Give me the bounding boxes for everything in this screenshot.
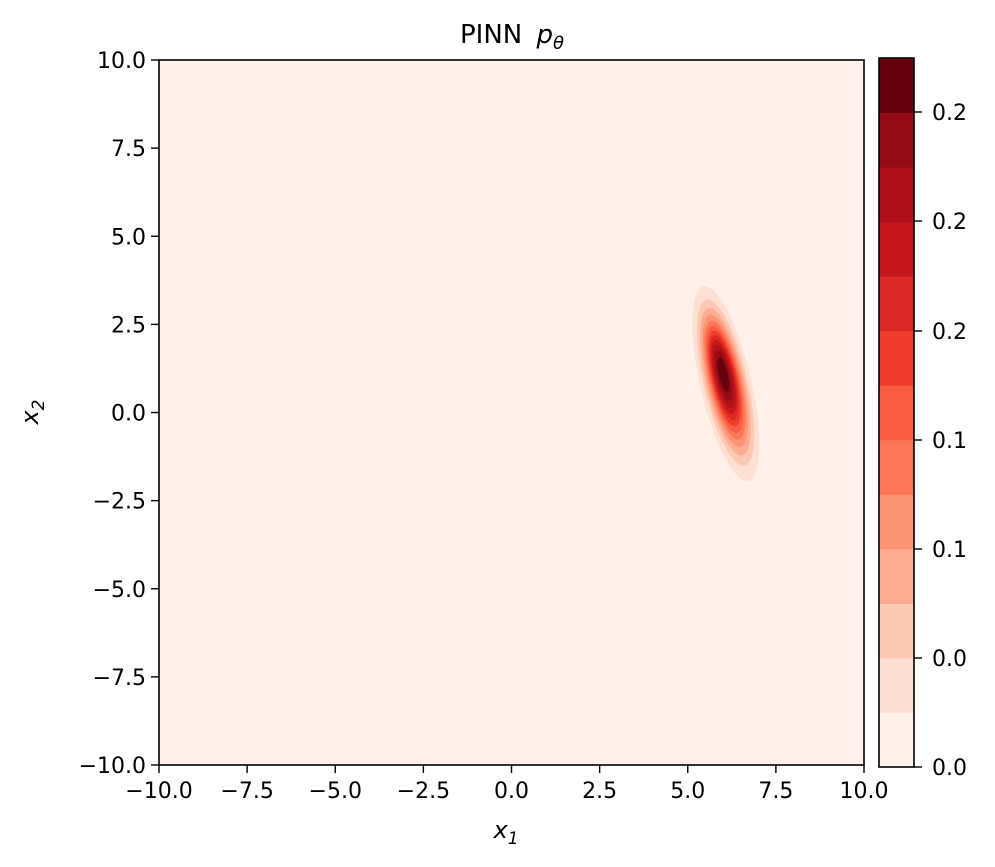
colorbar-tick-label: 0.2 (932, 320, 967, 345)
colorbar-band-12 (879, 58, 914, 114)
colorbar-band-9 (879, 221, 914, 277)
colorbar-band-0 (879, 712, 914, 768)
x-tick-label: 10.0 (840, 779, 889, 804)
colorbar: 0.0 0.0 0.1 0.1 0.2 0.2 0.2 (878, 57, 967, 781)
contour-level-12 (717, 357, 730, 392)
plot-background (159, 60, 864, 765)
colorbar-band-2 (879, 603, 914, 659)
y-axis-label-symbol: x (16, 410, 44, 426)
colorbar-ticks: 0.0 0.0 0.1 0.1 0.2 0.2 0.2 (914, 101, 967, 781)
plot-area (158, 59, 865, 766)
colorbar-band-1 (879, 657, 914, 713)
chart-title-subscript: θ (553, 33, 564, 54)
y-tick-label: 7.5 (111, 137, 146, 162)
colorbar-band-3 (879, 548, 914, 604)
colorbar-tick-label: 0.0 (932, 756, 967, 781)
y-tick-label: −10.0 (79, 754, 146, 779)
colorbar-tick-label: 0.0 (932, 647, 967, 672)
x-axis-ticks: −10.0 −7.5 −5.0 −2.5 0.0 2.5 5.0 7.5 10.0 (125, 765, 888, 804)
y-axis-label-subscript: 2 (29, 399, 49, 410)
colorbar-tick-label: 0.1 (932, 429, 967, 454)
chart-title-text: PINN (460, 20, 522, 50)
x-axis-label: x1 (492, 816, 518, 849)
x-tick-label: 7.5 (758, 779, 793, 804)
colorbar-band-11 (879, 112, 914, 168)
colorbar-band-5 (879, 439, 914, 495)
chart-title: PINN pθ (460, 20, 564, 54)
colorbar-band-4 (879, 494, 914, 550)
x-tick-label: 0.0 (494, 779, 529, 804)
y-tick-label: −5.0 (93, 578, 146, 603)
colorbar-tick-label: 0.2 (932, 101, 967, 126)
colorbar-band-8 (879, 276, 914, 332)
y-tick-label: 2.5 (111, 313, 146, 338)
colorbar-band-7 (879, 330, 914, 386)
chart-title-symbol: p (535, 20, 553, 50)
colorbar-tick-label: 0.1 (932, 538, 967, 563)
colorbar-frame (878, 57, 915, 768)
colorbar-tick-label: 0.2 (932, 210, 967, 235)
y-axis-label: x2 (16, 399, 49, 425)
x-tick-label: −10.0 (125, 779, 192, 804)
y-tick-label: 10.0 (97, 49, 146, 74)
y-tick-label: 5.0 (111, 225, 146, 250)
colorbar-band-10 (879, 167, 914, 223)
x-tick-label: −7.5 (220, 779, 273, 804)
x-tick-label: 2.5 (582, 779, 617, 804)
x-tick-label: −5.0 (309, 779, 362, 804)
y-tick-label: −2.5 (93, 490, 146, 515)
x-axis-label-symbol: x (492, 816, 508, 844)
colorbar-bands (879, 58, 914, 768)
y-tick-label: −7.5 (93, 666, 146, 691)
y-tick-label: 0.0 (111, 402, 146, 427)
x-tick-label: −2.5 (397, 779, 450, 804)
colorbar-band-6 (879, 385, 914, 441)
y-axis-ticks: −10.0 −7.5 −5.0 −2.5 0.0 2.5 5.0 7.5 10.0 (79, 49, 159, 779)
x-tick-label: 5.0 (670, 779, 705, 804)
x-axis-label-subscript: 1 (508, 829, 519, 849)
contour-layers (692, 286, 760, 481)
